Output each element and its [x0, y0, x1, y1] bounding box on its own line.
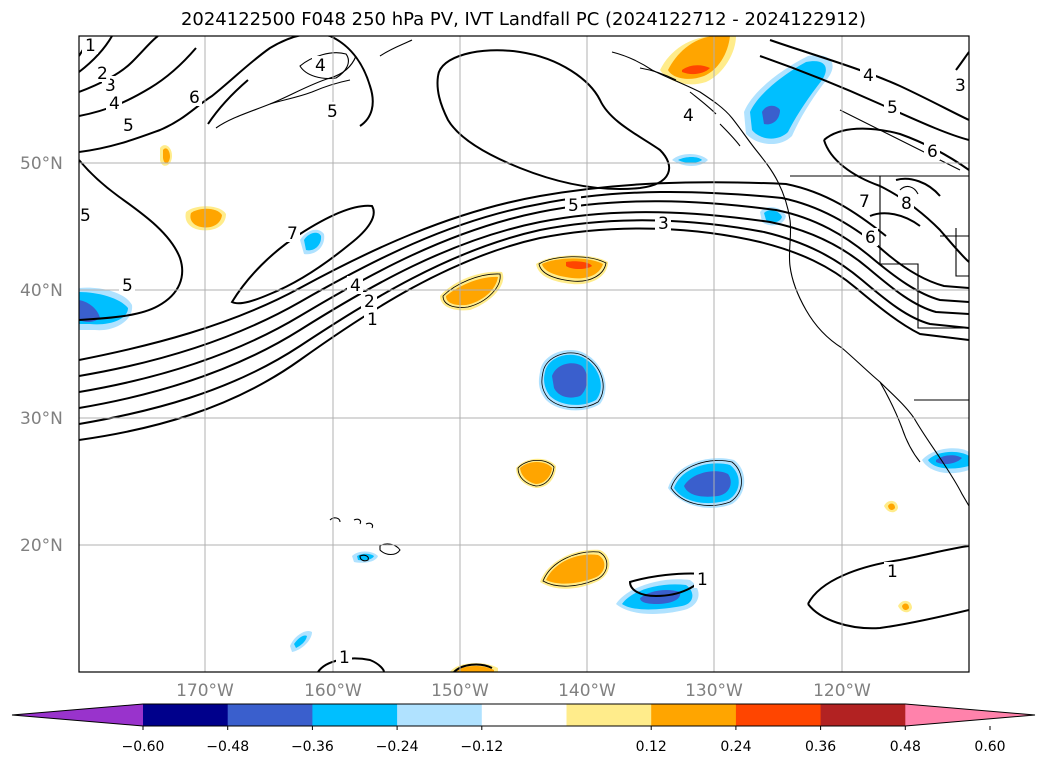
lon-label-130w: 130°W — [685, 681, 743, 701]
colorbar-tick-label: −0.60 — [122, 739, 165, 755]
contour-label-3: 3 — [658, 214, 669, 234]
contour-label-5: 5 — [123, 116, 134, 136]
contour-label-5: 5 — [122, 276, 133, 296]
lon-label-150w: 150°W — [431, 681, 489, 701]
contour-label-7: 7 — [859, 192, 870, 212]
lon-label-160w: 160°W — [304, 681, 362, 701]
lat-label-30n: 30°N — [20, 409, 63, 429]
contour-label-3: 3 — [105, 76, 116, 96]
colorbar-segment — [312, 704, 398, 726]
colorbar-tick-label: −0.48 — [206, 739, 249, 755]
coastlines — [215, 39, 969, 562]
colorbar-tick-label: 0.36 — [805, 739, 836, 755]
contour-label-5: 5 — [80, 206, 91, 226]
lat-label-50n: 50°N — [20, 154, 63, 174]
contour-labels: 5 3 4 2 1 5 7 5 4 6 5 4 3 2 1 5 4 4 5 — [79, 36, 968, 668]
contour-label-1: 1 — [85, 36, 96, 56]
colorbar-segment — [397, 704, 483, 726]
colorbar-tick-label: −0.12 — [460, 739, 503, 755]
lon-label-140w: 140°W — [558, 681, 616, 701]
map-frame — [78, 35, 970, 673]
contour-label-1: 1 — [339, 648, 350, 668]
colorbar-ticks: −0.60 −0.48 −0.36 −0.24 −0.12 0.12 0.24 0.36 0.4… — [122, 726, 1006, 755]
shaded-anomalies — [79, 36, 969, 672]
contour-label-8: 8 — [901, 194, 912, 214]
lon-label-120w: 120°W — [813, 681, 871, 701]
contour-label-5: 5 — [327, 102, 338, 122]
colorbar-tick-label: −0.36 — [291, 739, 334, 755]
contour-label-3: 3 — [955, 76, 966, 96]
colorbar-tick-label: −0.24 — [376, 739, 419, 755]
contour-label-5: 5 — [568, 196, 579, 216]
contour-label-1: 1 — [697, 570, 708, 590]
contour-label-6: 6 — [189, 88, 200, 108]
contour-label-7: 7 — [287, 224, 298, 244]
colorbar-segment — [820, 704, 906, 726]
colorbar-segment — [735, 704, 822, 726]
contour-label-4: 4 — [109, 94, 120, 114]
colorbar-segment — [651, 704, 737, 726]
contour-label-2: 2 — [364, 292, 375, 312]
colorbar-segment — [227, 704, 313, 726]
contour-label-1: 1 — [367, 310, 378, 330]
contour-label-6: 6 — [865, 228, 876, 248]
contour-label-4: 4 — [863, 66, 874, 86]
map-title: 2024122500 F048 250 hPa PV, IVT Landfall… — [180, 9, 867, 30]
colorbar-segment — [566, 704, 652, 726]
colorbar-segment — [481, 704, 567, 726]
colorbar-segment — [143, 704, 229, 726]
graticule — [79, 36, 969, 672]
map-plot-area — [79, 36, 969, 672]
contour-label-4: 4 — [683, 106, 694, 126]
contour-label-4: 4 — [315, 56, 326, 76]
colorbar-extend-min — [12, 704, 143, 726]
contour-label-1: 1 — [887, 562, 898, 582]
contour-label-5: 5 — [887, 98, 898, 118]
latitude-labels: 50°N 40°N 30°N 20°N — [20, 154, 63, 556]
anomaly-outlines — [442, 256, 742, 587]
lat-label-40n: 40°N — [20, 281, 63, 301]
contour-label-4: 4 — [350, 276, 361, 296]
contour-label-6: 6 — [927, 142, 938, 162]
longitude-labels: 170°W 160°W 150°W 140°W 130°W 120°W — [176, 681, 871, 701]
colorbar-tick-label: 0.48 — [890, 739, 921, 755]
colorbar — [11, 703, 1036, 727]
lon-label-170w: 170°W — [176, 681, 234, 701]
colorbar-extend-max — [905, 704, 1035, 726]
colorbar-tick-label: 0.12 — [636, 739, 667, 755]
lat-label-20n: 20°N — [20, 536, 63, 556]
colorbar-tick-label: 0.60 — [974, 739, 1005, 755]
contour-label-2: 2 — [97, 64, 108, 84]
colorbar-tick-label: 0.24 — [720, 739, 751, 755]
